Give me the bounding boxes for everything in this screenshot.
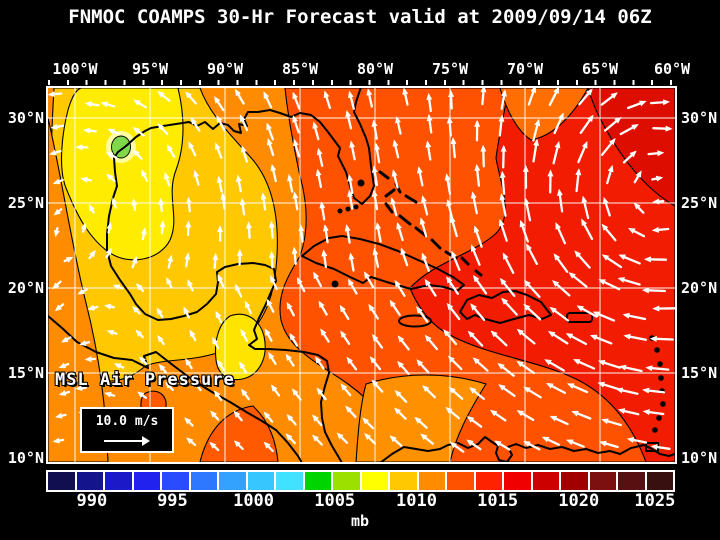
lat-label-10N-right: 10°N xyxy=(681,449,718,467)
wind-scale-arrow-icon xyxy=(104,440,144,442)
lat-label-20N-right: 20°N xyxy=(681,279,718,297)
colorbar-cell-1 xyxy=(76,472,103,490)
colorbar-cell-8 xyxy=(276,472,303,490)
lat-label-20N-left: 20°N xyxy=(7,279,44,297)
lon-label-95W: 95°W xyxy=(131,60,169,78)
lat-label-30N-right: 30°N xyxy=(681,109,718,127)
colorbar-tick-1005: 1005 xyxy=(314,491,356,511)
lat-label-30N-left: 30°N xyxy=(7,109,44,127)
colorbar-cell-13 xyxy=(418,472,445,490)
lon-label-65W: 65°W xyxy=(581,60,619,78)
colorbar-cell-15 xyxy=(475,472,502,490)
forecast-map: MSL Air Pressure 10.0 m/s xyxy=(46,86,677,464)
colorbar-cell-21 xyxy=(646,472,673,490)
pressure-wind-field xyxy=(48,88,675,462)
longitude-minor-ticks xyxy=(48,80,676,85)
wind-scale-legend: 10.0 m/s xyxy=(80,407,174,453)
colorbar-tick-1025: 1025 xyxy=(634,491,676,511)
coastlines xyxy=(48,88,675,462)
pressure-colorbar xyxy=(46,470,675,492)
lat-label-15N-right: 15°N xyxy=(681,364,718,382)
lat-label-25N-right: 25°N xyxy=(681,194,718,212)
wind-scale-arrowhead-icon xyxy=(142,436,150,446)
colorbar-cell-7 xyxy=(247,472,274,490)
colorbar-tick-1015: 1015 xyxy=(477,491,519,511)
lon-label-80W: 80°W xyxy=(356,60,394,78)
colorbar-cell-20 xyxy=(618,472,645,490)
lat-label-25N-left: 25°N xyxy=(7,194,44,212)
colorbar-cell-4 xyxy=(162,472,189,490)
colorbar-tick-1000: 1000 xyxy=(233,491,275,511)
colorbar-cell-12 xyxy=(390,472,417,490)
lon-label-90W: 90°W xyxy=(206,60,244,78)
colorbar-cell-2 xyxy=(105,472,132,490)
colorbar-cell-16 xyxy=(504,472,531,490)
wind-arrows xyxy=(48,88,675,454)
colorbar-units-label: mb xyxy=(350,512,370,530)
colorbar-tick-990: 990 xyxy=(76,491,108,511)
colorbar-cell-14 xyxy=(447,472,474,490)
lon-label-100W: 100°W xyxy=(52,60,98,78)
colorbar-cell-19 xyxy=(589,472,616,490)
colorbar-tick-995: 995 xyxy=(157,491,188,511)
colorbar-tick-labels: 990 995 1000 1005 1010 1015 1020 1025 xyxy=(46,491,676,511)
colorbar-cell-0 xyxy=(48,472,75,490)
lon-label-70W: 70°W xyxy=(506,60,544,78)
page-title: FNMOC COAMPS 30-Hr Forecast valid at 200… xyxy=(68,6,652,28)
lat-label-10N-left: 10°N xyxy=(7,449,44,467)
colorbar-tick-1010: 1010 xyxy=(395,491,437,511)
lon-label-85W: 85°W xyxy=(281,60,319,78)
colorbar-tick-1020: 1020 xyxy=(558,491,600,511)
field-name-label: MSL Air Pressure xyxy=(55,370,235,390)
colorbar-cell-9 xyxy=(304,472,331,490)
pressure-field xyxy=(48,88,675,462)
lat-label-15N-left: 15°N xyxy=(7,364,44,382)
colorbar-cell-17 xyxy=(532,472,559,490)
wind-scale-value: 10.0 m/s xyxy=(95,414,159,429)
colorbar-cell-18 xyxy=(561,472,588,490)
colorbar-cell-3 xyxy=(133,472,160,490)
colorbar-cell-5 xyxy=(190,472,217,490)
colorbar-cell-10 xyxy=(333,472,360,490)
lon-label-75W: 75°W xyxy=(431,60,469,78)
colorbar-cell-11 xyxy=(361,472,388,490)
lon-label-60W: 60°W xyxy=(653,60,691,78)
colorbar-cell-6 xyxy=(219,472,246,490)
